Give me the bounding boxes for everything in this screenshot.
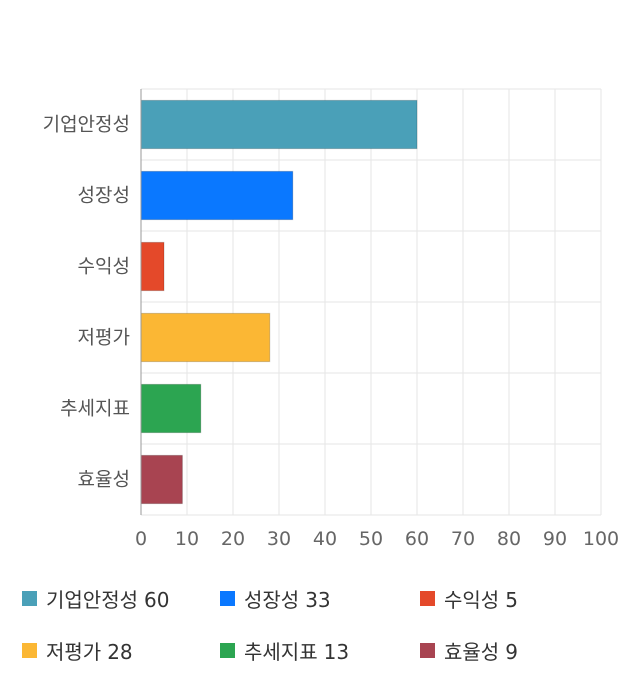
x-tick-labels: 0 10 20 30 40 50 60 70 80 90 100: [135, 528, 619, 550]
legend-swatch: [22, 590, 37, 606]
legend-swatch: [420, 590, 435, 606]
category-label: 저평가: [78, 327, 130, 349]
bars: [140, 99, 418, 505]
category-label: 수익성: [78, 256, 130, 278]
legend-item-1: 기업안정성 60: [22, 585, 170, 612]
legend-value: 5: [505, 587, 518, 612]
x-tick-label: 0: [135, 528, 147, 550]
legend-label: 효율성: [444, 639, 500, 664]
legend-item-4: 저평가 28: [22, 637, 133, 664]
legend-item-3: 수익성 5: [420, 585, 518, 612]
x-tick-label: 30: [267, 528, 291, 550]
legend-item-2: 성장성 33: [220, 585, 331, 612]
legend-swatch: [220, 590, 235, 606]
legend-value: 28: [107, 639, 133, 664]
x-tick-label: 70: [451, 528, 475, 550]
x-tick-label: 60: [405, 528, 429, 550]
legend-value: 33: [305, 587, 331, 612]
grid-lines: [140, 88, 602, 516]
x-tick-label: 40: [313, 528, 337, 550]
bar-1: [140, 99, 418, 150]
x-tick-label: 100: [583, 528, 619, 550]
legend-value: 13: [323, 639, 350, 664]
x-tick-label: 80: [497, 528, 521, 550]
x-tick-label: 90: [543, 528, 567, 550]
bar-6: [140, 454, 183, 505]
legend-item-6: 효율성 9: [420, 637, 518, 664]
bar-3: [140, 241, 165, 292]
legend-label: 성장성: [244, 587, 300, 612]
category-label: 효율성: [78, 469, 130, 491]
legend-item-5: 추세지표 13: [220, 637, 350, 664]
legend-label: 기업안정성: [46, 587, 138, 612]
x-tick-label: 50: [359, 528, 383, 550]
category-label: 성장성: [78, 185, 130, 207]
x-tick-label: 20: [221, 528, 245, 550]
bar-4: [140, 312, 271, 363]
legend-swatch: [220, 642, 235, 658]
bar-5: [140, 383, 202, 434]
legend-value: 60: [144, 587, 170, 612]
legend-value: 9: [505, 639, 518, 664]
legend-label: 저평가: [46, 639, 102, 664]
category-label: 추세지표: [60, 398, 130, 420]
legend-label: 수익성: [444, 587, 500, 612]
category-label: 기업안정성: [43, 114, 130, 136]
legend: 기업안정성 60 성장성 33 수익성 5 저평가 28 추세지표 13 효율성 9: [0, 575, 640, 685]
legend-swatch: [22, 642, 37, 658]
x-tick-label: 10: [175, 528, 199, 550]
bar-2: [140, 170, 294, 221]
legend-swatch: [420, 642, 435, 658]
legend-label: 추세지표: [244, 639, 318, 664]
